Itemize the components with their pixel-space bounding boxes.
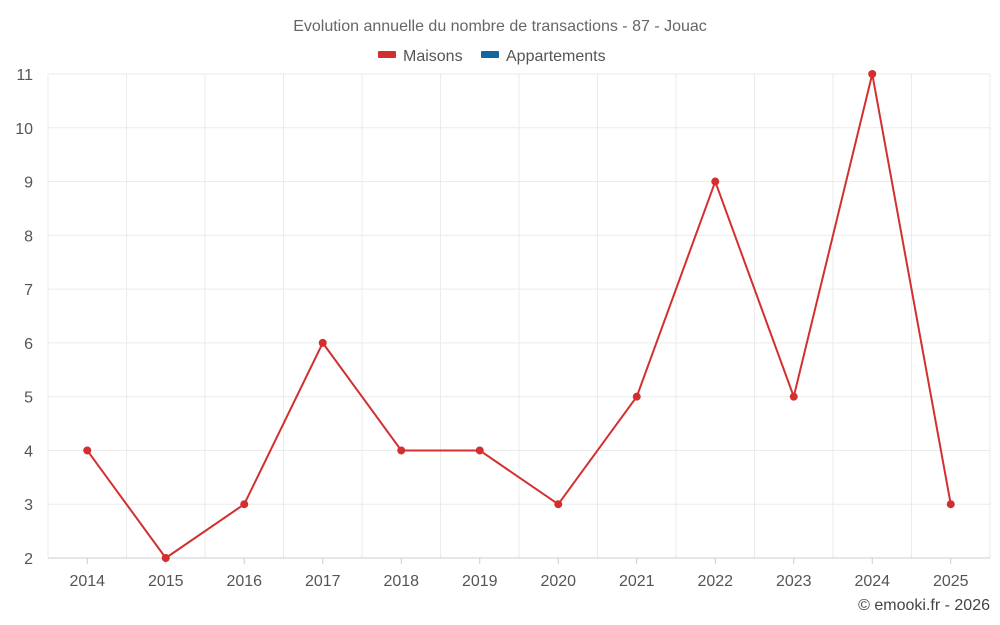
legend-label-appartements[interactable]: Appartements (506, 48, 606, 65)
x-tick-label-2019: 2019 (462, 573, 498, 590)
data-point-maisons-2023[interactable] (789, 392, 798, 401)
x-tick-labels: 2014 2015 2016 2017 2018 2019 2020 2021 2022 2023… (69, 573, 968, 590)
legend-label-maisons[interactable]: Maisons (403, 48, 463, 65)
data-point-maisons-2021[interactable] (632, 392, 641, 401)
data-point-maisons-2014[interactable] (83, 446, 92, 455)
chart-title: Evolution annuelle du nombre de transact… (293, 18, 707, 35)
x-tick-label-2020: 2020 (540, 573, 576, 590)
y-tick-label-6: 6 (24, 336, 33, 353)
x-tick-label-2025: 2025 (933, 573, 969, 590)
x-tick-label-2015: 2015 (148, 573, 184, 590)
data-point-maisons-2025[interactable] (946, 500, 955, 509)
data-point-maisons-2015[interactable] (161, 554, 170, 562)
x-tick-label-2021: 2021 (619, 573, 655, 590)
y-tick-label-2: 2 (24, 551, 33, 568)
data-point-maisons-2018[interactable] (397, 446, 406, 455)
credit-text: © emooki.fr - 2026 (858, 597, 990, 614)
legend-swatch-appartements[interactable] (481, 51, 499, 58)
legend: Maisons Appartements (378, 48, 606, 65)
y-tick-label-10: 10 (15, 121, 33, 138)
data-point-maisons-2024[interactable] (868, 70, 877, 78)
x-tick-label-2014: 2014 (69, 573, 105, 590)
data-point-maisons-2017[interactable] (318, 338, 327, 347)
y-tick-label-7: 7 (24, 282, 33, 299)
x-tick-label-2023: 2023 (776, 573, 812, 590)
series-layer (83, 70, 955, 562)
x-tick-label-2016: 2016 (226, 573, 262, 590)
y-tick-label-5: 5 (24, 390, 33, 407)
x-tick-label-2017: 2017 (305, 573, 341, 590)
series-line-maisons (86, 73, 952, 559)
x-tick-label-2022: 2022 (697, 573, 733, 590)
data-point-maisons-2016[interactable] (240, 500, 249, 509)
x-tick-label-2024: 2024 (854, 573, 890, 590)
y-tick-label-8: 8 (24, 228, 33, 245)
y-tick-label-9: 9 (24, 175, 33, 192)
grid-layer (47, 73, 991, 558)
data-point-maisons-2020[interactable] (554, 500, 563, 509)
axis-layer (48, 557, 990, 564)
data-point-maisons-2019[interactable] (475, 446, 484, 455)
y-tick-label-4: 4 (24, 443, 33, 460)
data-point-maisons-2022[interactable] (711, 177, 720, 186)
y-tick-label-3: 3 (24, 497, 33, 514)
x-tick-label-2018: 2018 (383, 573, 419, 590)
legend-swatch-maisons[interactable] (378, 51, 396, 58)
y-tick-label-11: 11 (16, 67, 33, 84)
y-tick-labels: 2 3 4 5 6 7 8 9 10 11 (15, 67, 33, 568)
